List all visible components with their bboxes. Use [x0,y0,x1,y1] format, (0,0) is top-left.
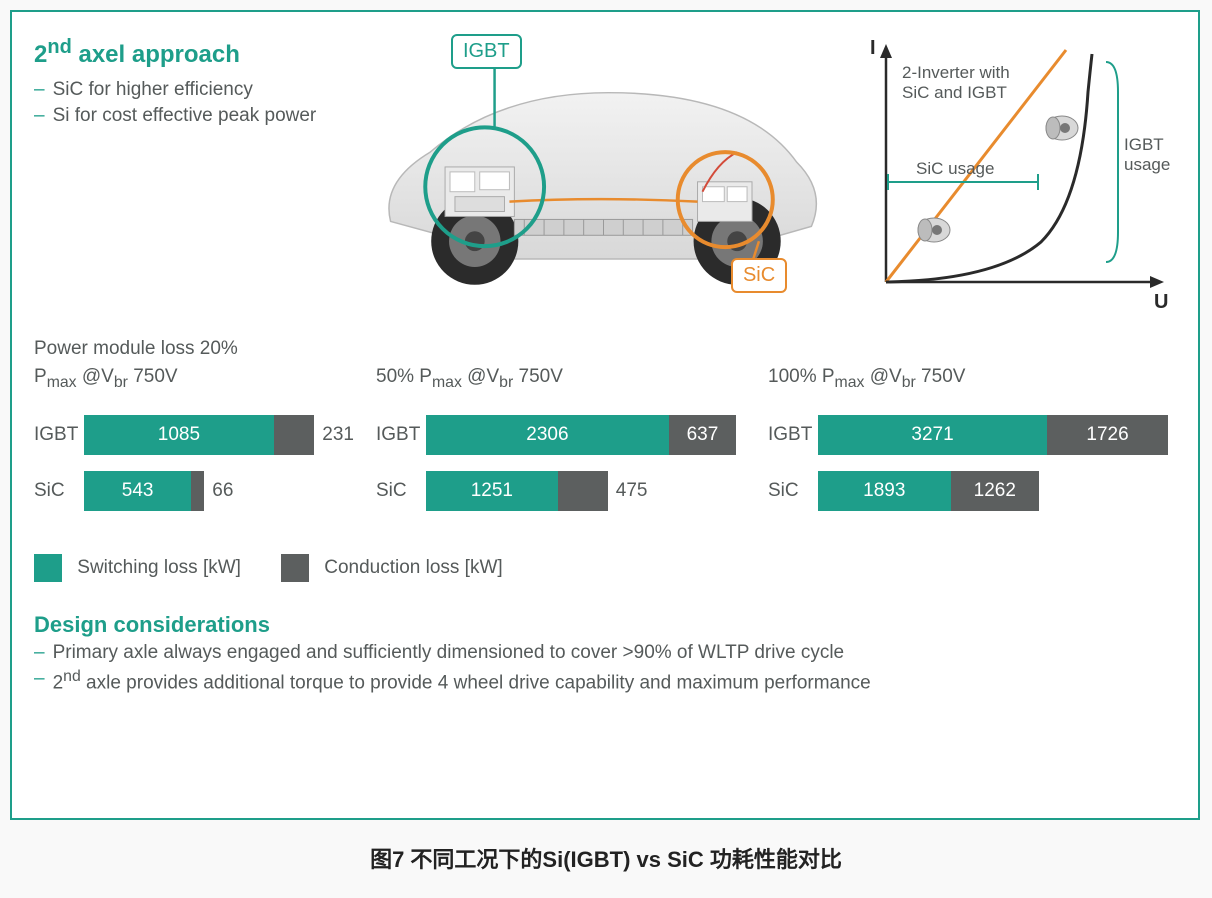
bar-seg-switching: 2306 [426,415,669,455]
legend-switching-text: Switching loss [kW] [77,557,241,578]
bar-conduction-value: 231 [322,424,354,446]
design-bullet-text: 2nd axle provides additional torque to p… [53,668,871,694]
bar-seg-conduction [558,471,608,511]
header-bullet: – SiC for higher efficiency [34,79,341,101]
bar-row: IGBT2306637 [376,414,746,456]
svg-text:usage: usage [1124,155,1170,174]
bar-seg-conduction: 1262 [951,471,1039,511]
bar-row: SiC543 66 [34,470,354,512]
bar-label: IGBT [34,424,84,446]
bullet-dash-icon: – [34,642,45,664]
bar-seg-switching: 1893 [818,471,951,511]
bar-seg-conduction [274,415,314,455]
bullet-dash-icon: – [34,668,45,694]
bar-seg-conduction: 637 [669,415,736,455]
bar-row: IGBT1085 231 [34,414,354,456]
chart-column: 100% Pmax @Vbr 750V IGBT32711726 SiC189312… [768,366,1178,526]
igbt-usage-label: IGBT [1124,135,1164,154]
bullet-text: SiC for higher efficiency [53,79,253,101]
car-svg-icon [351,32,846,292]
bar-row: SiC1251 475 [376,470,746,512]
design-bullet: – Primary axle always engaged and suffic… [34,642,1176,664]
bullet-dash-icon: – [34,105,45,127]
bullet-dash-icon: – [34,79,45,101]
header-block: 2nd axel approach – SiC for higher effic… [34,32,341,322]
bar-label: SiC [768,480,818,502]
bar-seg-switching: 1251 [426,471,558,511]
chart-column: Pmax @Vbr 750V IGBT1085 231 SiC543 66 [34,366,354,526]
legend-item-conduction: Conduction loss [kW] [281,554,503,582]
legend: Switching loss [kW] Conduction loss [kW] [34,554,1176,582]
sic-usage-label: SiC usage [916,159,994,178]
header-bullet: – Si for cost effective peak power [34,105,341,127]
car-illustration: IGBT SiC [351,32,846,322]
bar-conduction-value: 66 [212,480,233,502]
bar-conduction-value: 475 [616,480,648,502]
iu-graph: I U SiC usage IGBT usage 2-Inverter with… [856,32,1176,322]
design-title: Design considerations [34,612,1176,638]
bar-seg-switching: 3271 [818,415,1047,455]
igbt-annotation: IGBT [451,34,522,69]
figure-caption: 图7 不同工况下的Si(IGBT) vs SiC 功耗性能对比 [10,842,1202,874]
sic-annotation: SiC [731,258,787,293]
infographic-frame: 2nd axel approach – SiC for higher effic… [10,10,1200,820]
chart-title: 50% Pmax @Vbr 750V [376,366,746,392]
bar-label: IGBT [376,424,426,446]
iu-graph-svg: I U SiC usage IGBT usage 2-Inverter with… [856,32,1176,322]
bar-label: IGBT [768,424,818,446]
bar-row: SiC18931262 [768,470,1178,512]
chart-column: 50% Pmax @Vbr 750V IGBT2306637 SiC1251 475 [376,366,746,526]
chart-title: 100% Pmax @Vbr 750V [768,366,1178,392]
header-title: 2nd axel approach [34,36,341,69]
graph-top-label-2: SiC and IGBT [902,83,1007,102]
bar-seg-switching: 543 [84,471,191,511]
bar-seg-switching: 1085 [84,415,274,455]
top-row: 2nd axel approach – SiC for higher effic… [34,32,1176,322]
bar-label: SiC [34,480,84,502]
bar-row: IGBT32711726 [768,414,1178,456]
bar-seg-conduction [191,471,204,511]
graph-top-label-1: 2-Inverter with [902,63,1010,82]
axis-i-label: I [870,37,876,59]
legend-conduction-text: Conduction loss [kW] [324,557,502,578]
chart-title: Pmax @Vbr 750V [34,366,354,392]
charts-row: Pmax @Vbr 750VIGBT1085231SiC5436650% Pma… [34,366,1176,526]
design-bullet-text: Primary axle always engaged and sufficie… [53,642,845,664]
design-bullet: – 2nd axle provides additional torque to… [34,668,1176,694]
bar-label: SiC [376,480,426,502]
axis-u-label: U [1154,291,1168,313]
swatch-teal-icon [34,554,62,582]
swatch-gray-icon [281,554,309,582]
bar-seg-conduction: 1726 [1047,415,1168,455]
charts-overall-label: Power module loss 20% [34,338,1176,360]
legend-item-switching: Switching loss [kW] [34,554,241,582]
bullet-text: Si for cost effective peak power [53,105,317,127]
